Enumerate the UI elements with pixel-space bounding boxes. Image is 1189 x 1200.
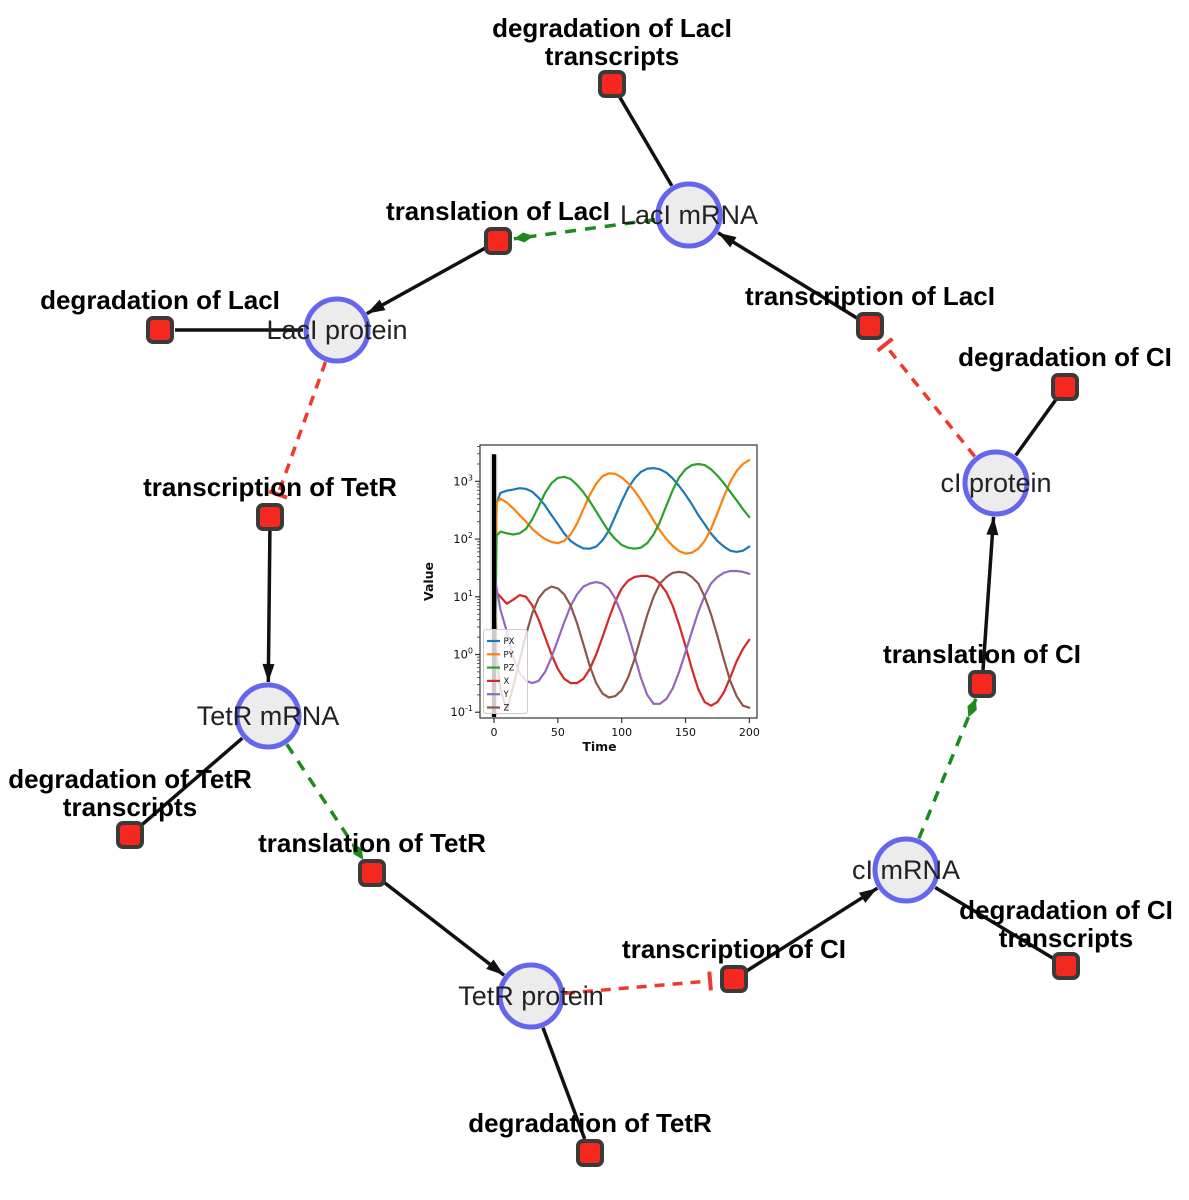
x-tick-label-0: 0 (491, 726, 498, 739)
series-line-PX (492, 467, 751, 704)
edge-inhibition-ci_protein-to-tc_laci (876, 337, 977, 458)
reaction-label-deg_ci_tx: degradation of CI transcripts (959, 895, 1173, 953)
reaction-node-tl_tetr (358, 859, 386, 887)
x-tick-label-100: 100 (611, 726, 632, 739)
edge-consumption-ci_protein-to-deg_ci (1014, 398, 1058, 457)
legend-label-Y: Y (503, 690, 510, 700)
species-label-tetr_protein: TetR protein (458, 981, 604, 1011)
edge-consumption-tetr_protein-to-deg_tetr (541, 1027, 587, 1140)
edge-production-tc_tetr-to-tetr_mrna (262, 530, 275, 683)
edge-production-tc_ci-to-ci_mrna (744, 886, 879, 973)
species-label-ci_mrna: cI mRNA (852, 855, 960, 885)
edges-layer (140, 96, 1058, 1140)
y-tick-label-1e2: 102 (453, 531, 473, 546)
reaction-node-deg_laci (146, 316, 174, 344)
reaction-node-deg_ci (1051, 373, 1079, 401)
species-node-tetr_protein (497, 962, 565, 1030)
species-label-laci_protein: LacI protein (266, 315, 407, 345)
reaction-label-deg_tetr: degradation of TetR (468, 1108, 712, 1138)
species-label-tetr_mrna: TetR mRNA (197, 701, 340, 731)
reaction-node-tc_ci (720, 965, 748, 993)
reaction-label-deg_laci: degradation of LacI (40, 285, 280, 315)
reaction-node-tl_laci (484, 227, 512, 255)
reaction-label-tc_tetr: transcription of TetR (143, 472, 397, 502)
x-axis-label: Time (582, 739, 616, 754)
x-tick-label-200: 200 (739, 726, 760, 739)
legend-label-PY: PY (504, 650, 515, 660)
chart-legend: PX PY PZ XYZ (483, 629, 528, 714)
y-tick-label-1e0: 100 (453, 647, 473, 662)
y-tick-label-1e1: 101 (453, 589, 473, 604)
legend-label-PZ: PZ (504, 664, 515, 674)
reaction-node-deg_ci_tx (1052, 952, 1080, 980)
y-tick-label-1e-1: 10-1 (450, 704, 473, 719)
x-tick-label-150: 150 (675, 726, 696, 739)
edge-consumption-laci_mrna-to-deg_laci_tx (618, 96, 674, 187)
reaction-label-tc_ci: transcription of CI (622, 934, 846, 964)
species-label-laci_mrna: LacI mRNA (620, 200, 758, 230)
reaction-node-deg_tetr (576, 1139, 604, 1167)
reaction-label-tl_laci: translation of LacI (386, 196, 610, 226)
y-tick-label-1e3: 103 (453, 473, 473, 488)
nodes-layer (116, 70, 1080, 1167)
edge-modifier-tetr_mrna-to-tl_tetr (285, 743, 365, 861)
reaction-label-tl_tetr: translation of TetR (258, 828, 486, 858)
edge-consumption-ci_mrna-to-deg_ci_tx (934, 885, 1055, 960)
reaction-node-tc_tetr (256, 503, 284, 531)
series-line-PZ (492, 462, 751, 704)
reaction-label-tl_ci: translation of CI (883, 639, 1081, 669)
series-line-X (492, 572, 751, 707)
legend-box (483, 629, 528, 714)
reaction-node-deg_laci_tx (598, 70, 626, 98)
edge-inhibition-tetr_protein-to-tc_ci (564, 971, 713, 995)
species-node-ci_mrna (872, 836, 940, 904)
species-node-laci_mrna (655, 181, 723, 249)
edge-production-tc_laci-to-laci_mrna (717, 231, 860, 321)
edge-modifier-ci_mrna-to-tl_ci (917, 698, 978, 840)
reaction-node-tl_ci (968, 670, 996, 698)
reaction-node-tc_laci (856, 312, 884, 340)
species-node-tetr_mrna (234, 682, 302, 750)
reaction-node-deg_tetr_tx (116, 821, 144, 849)
legend-label-PX: PX (504, 637, 515, 647)
x-tick-label-50: 50 (551, 726, 565, 739)
edge-inhibition-laci_protein-to-tc_tetr (268, 361, 328, 500)
series-line-PY (492, 459, 751, 704)
edge-production-tl_ci-to-ci_protein (981, 516, 999, 671)
reaction-label-tc_laci: transcription of LacI (745, 281, 995, 311)
species-node-laci_protein (303, 296, 371, 364)
edge-production-tl_tetr-to-tetr_protein (382, 880, 506, 977)
y-axis-label: Value (421, 562, 436, 601)
reaction-label-deg_tetr_tx: degradation of TetR transcripts (8, 764, 252, 822)
edge-production-tl_laci-to-laci_protein (365, 246, 487, 316)
species-node-ci_protein (962, 449, 1030, 517)
reaction-label-deg_ci: degradation of CI (958, 342, 1172, 372)
legend-label-X: X (504, 677, 510, 687)
chart-frame (479, 444, 758, 719)
series-line-Y (492, 569, 751, 705)
labels-layer: degradation of LacI transcripts translatio… (8, 13, 1173, 1138)
edge-modifier-laci_mrna-to-tl_laci (513, 217, 656, 243)
edge-consumption-tetr_mrna-to-deg_tetr_tx (140, 736, 244, 827)
inset-time-series-chart: 0 50 100 150 20010-1100101102103TimeValuePXP… (421, 444, 760, 754)
legend-label-Z: Z (504, 704, 510, 714)
species-label-ci_protein: cI protein (940, 468, 1051, 498)
reaction-label-deg_laci_tx: degradation of LacI transcripts (492, 13, 732, 71)
series-line-Z (492, 570, 751, 711)
